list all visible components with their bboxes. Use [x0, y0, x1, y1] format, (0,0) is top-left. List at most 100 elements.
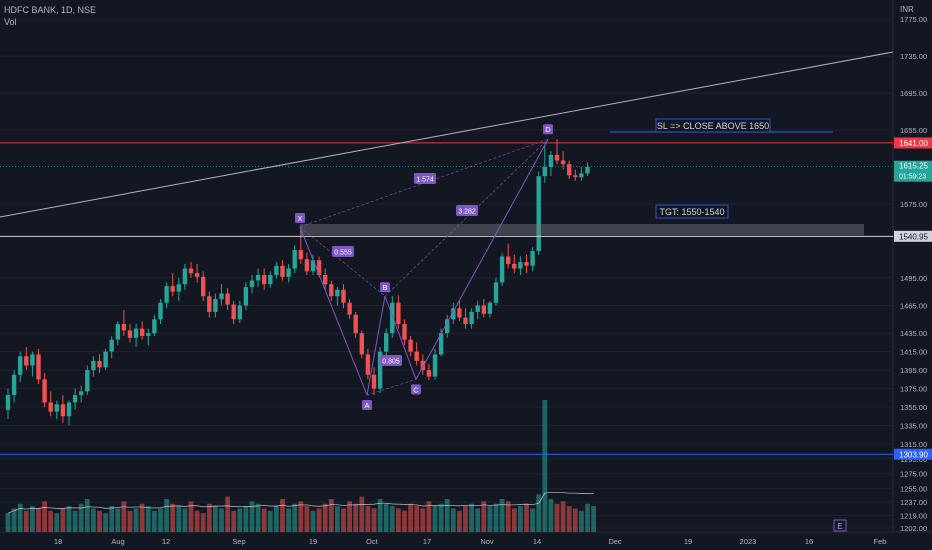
volume-bar	[432, 506, 438, 532]
volume-bar	[371, 508, 377, 532]
volume-bar	[530, 508, 535, 532]
candle-body	[432, 354, 438, 377]
volume-bar	[444, 499, 450, 532]
trend-line[interactable]	[0, 51, 894, 218]
price-tick-label: 1735.00	[900, 52, 927, 61]
harmonic-pattern[interactable]: X A B C D 0.555 0.805 1.574 3.282	[295, 124, 553, 411]
volume-bar	[23, 510, 29, 532]
volume-bar	[231, 510, 237, 532]
volume-bar	[60, 508, 66, 532]
target-zone[interactable]	[300, 223, 864, 236]
date-tick-label: 19	[309, 537, 317, 546]
volume-bar	[170, 503, 176, 532]
date-tick-label: Dec	[608, 537, 622, 546]
pattern-ratio-line	[366, 378, 417, 396]
volume-bar	[274, 506, 279, 532]
current-price-tag	[894, 160, 932, 182]
volume-bar	[48, 510, 54, 532]
candle-body	[426, 370, 432, 377]
volume-bar	[463, 506, 468, 532]
volume-bar	[103, 513, 108, 532]
candle-body	[97, 360, 102, 368]
price-tick-label: 1255.00	[900, 485, 927, 494]
price-tick-label: 1415.00	[900, 348, 927, 357]
volume-bar	[91, 508, 96, 532]
candle-body	[316, 260, 322, 275]
volume-bar	[213, 506, 218, 532]
volume-bar	[353, 503, 359, 532]
candle-body	[103, 351, 108, 368]
candle-body	[274, 265, 279, 275]
candle-body	[323, 274, 328, 285]
time-axis[interactable]: 18 Aug 12 Sep 19 Oct 17 Nov 14 Dec 19 2023 16 Feb	[54, 537, 887, 546]
volume-bar	[304, 506, 310, 532]
price-tick-label: 1315.00	[900, 440, 927, 449]
candle-body	[182, 268, 188, 285]
candle-body	[396, 302, 401, 324]
candle-body	[91, 360, 96, 371]
price-tick-label: 1219.00	[900, 511, 927, 520]
events-badge-label: E	[837, 522, 842, 531]
volume-bar	[396, 508, 401, 532]
date-tick-label: 16	[805, 537, 813, 546]
candle-body	[85, 370, 90, 392]
candle-body	[353, 314, 358, 334]
volume-bar	[164, 499, 169, 532]
target-annotation[interactable]: TGT: 1550-1540	[655, 204, 729, 219]
volume-bar	[54, 513, 60, 532]
ratio-label-bc: 0.805	[382, 359, 400, 366]
price-tick-label: 1695.00	[900, 89, 927, 98]
date-tick-label: Aug	[111, 537, 124, 546]
candle-body	[579, 173, 584, 178]
candle-body	[262, 274, 267, 285]
pattern-point-a: A	[364, 401, 369, 410]
candle-body	[347, 302, 352, 315]
volume-bar	[127, 510, 133, 532]
price-axis[interactable]: INR 1775.00 1735.00 1695.00 1655.00 1575.00 1…	[900, 5, 927, 533]
candle-body	[30, 354, 35, 366]
candle-body	[438, 333, 444, 355]
volume-bar	[11, 508, 17, 532]
candle-body	[554, 154, 560, 161]
candle-body	[121, 323, 127, 331]
ratio-badge	[414, 173, 436, 184]
candles	[5, 139, 590, 426]
candle-body	[304, 259, 310, 272]
volume-bar	[145, 506, 151, 532]
candle-body	[402, 323, 407, 340]
pattern-point-b: B	[382, 283, 387, 292]
candle-body	[115, 323, 120, 340]
candle-body	[445, 319, 450, 334]
pattern-ratio-line	[299, 226, 386, 297]
volume-label: Vol	[4, 17, 17, 27]
price-tick-label: 1655.00	[900, 126, 927, 135]
volume-bar	[188, 501, 194, 532]
pattern-point-badge	[411, 384, 421, 395]
volume-bar	[5, 513, 11, 532]
pattern-point-badge	[295, 212, 305, 223]
pattern-leg	[366, 296, 386, 396]
events-badge[interactable]: E	[833, 519, 847, 532]
candle-body	[170, 286, 175, 292]
volume-bar	[420, 508, 426, 532]
candle-body	[201, 276, 206, 297]
volume-bar	[286, 508, 291, 532]
volume-bar	[524, 503, 529, 532]
ratio-label-xd: 1.574	[416, 177, 434, 184]
volume-bar	[359, 496, 365, 532]
stop-loss-annotation[interactable]: SL => CLOSE ABOVE 1650	[610, 118, 833, 133]
candle-body	[60, 404, 66, 417]
volume-bar	[121, 501, 127, 532]
symbol-title: HDFC BANK, 1D, NSE	[4, 5, 97, 15]
candle-body	[481, 305, 486, 314]
candle-body	[365, 354, 371, 375]
pattern-ratio-line	[384, 138, 549, 297]
resistance-price-tag	[894, 137, 932, 149]
target-price-text: 1540.95	[899, 232, 928, 241]
resistance-price-text: 1641.00	[899, 139, 928, 148]
volume-bar	[78, 503, 84, 532]
volume-bar	[542, 400, 548, 532]
volume-bar	[237, 508, 243, 532]
